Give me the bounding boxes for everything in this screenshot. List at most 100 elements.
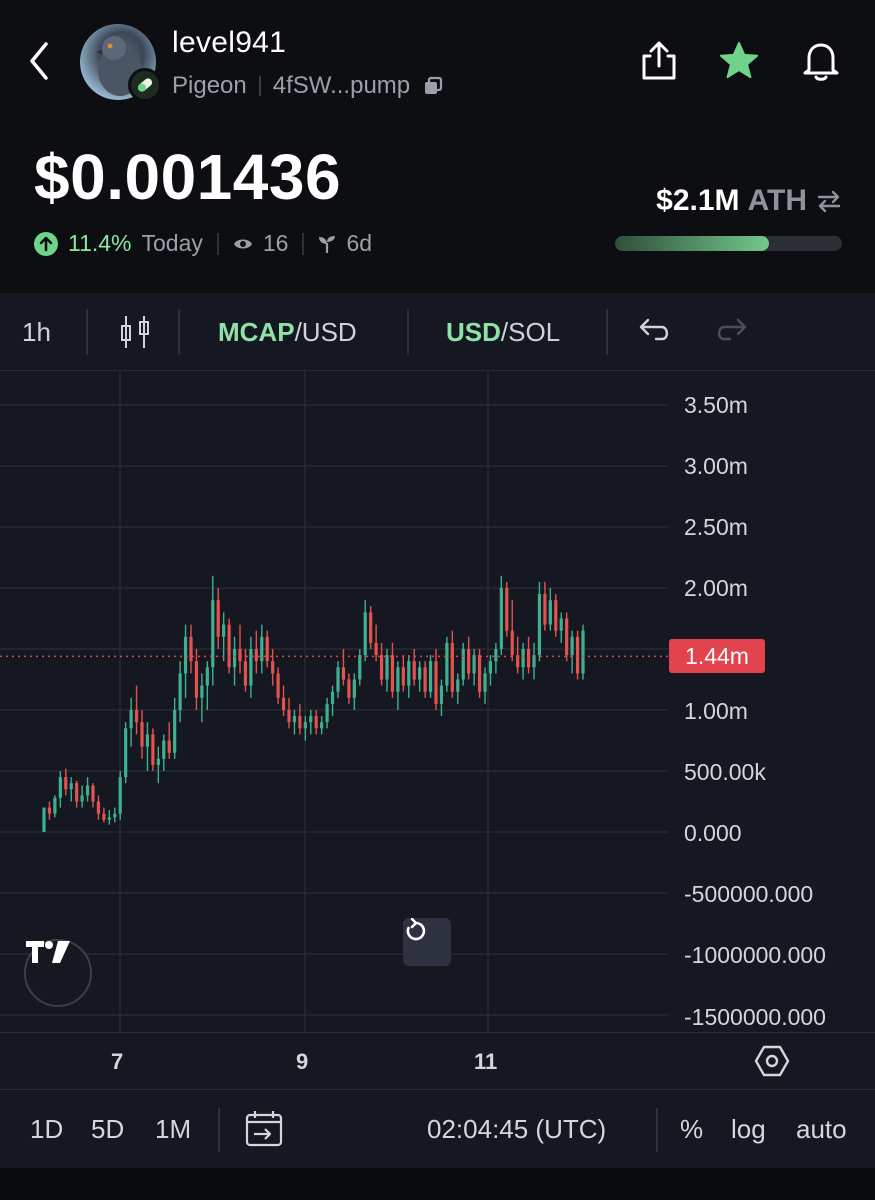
candle-body <box>570 636 574 656</box>
candle <box>483 667 487 704</box>
copy-icon[interactable] <box>422 75 444 97</box>
candle-body <box>265 636 269 662</box>
tradingview-logo[interactable] <box>24 939 92 1007</box>
star-icon[interactable] <box>718 38 760 84</box>
candle-body <box>510 630 514 656</box>
timeframe-1m-button[interactable]: 1M <box>155 1113 192 1144</box>
candle-body <box>42 807 46 832</box>
mcap-unit-label: /USD <box>294 316 357 347</box>
chart-toolbar: 1h MCAP /USD USD /SOL <box>0 293 875 371</box>
candle-body <box>303 722 307 729</box>
swap-icon[interactable] <box>815 188 843 214</box>
candle <box>532 642 536 680</box>
candle <box>428 655 433 698</box>
candle-body <box>369 612 373 643</box>
divider <box>178 309 180 355</box>
y-axis-label: 2.00m <box>684 575 748 601</box>
candle <box>124 722 128 784</box>
candle-body <box>58 777 62 798</box>
candle-body <box>543 594 547 625</box>
candle-body <box>292 716 297 723</box>
candle-body <box>418 667 422 680</box>
timeframe-5d-button[interactable]: 5D <box>91 1113 125 1144</box>
chart-bottom-bar: 1D 5D 1M 02:04:45 (UTC) % log auto <box>0 1090 875 1168</box>
candle <box>80 785 84 808</box>
candle <box>292 710 297 735</box>
candle-body <box>189 636 193 662</box>
y-axis-label: 1.00m <box>684 698 748 724</box>
candle-body <box>64 777 68 790</box>
eye-icon <box>233 239 252 248</box>
candle <box>173 697 177 759</box>
candle-body <box>488 661 493 674</box>
candle-body <box>75 783 79 802</box>
candle-body <box>330 691 335 704</box>
candle <box>287 697 291 729</box>
candle-body <box>271 661 275 674</box>
utc-clock[interactable]: 02:04:45 (UTC) <box>427 1113 607 1144</box>
y-axis-label: 3.00m <box>684 453 748 479</box>
candlestick-style-icon[interactable] <box>116 293 154 371</box>
candle-body <box>347 679 351 698</box>
divider <box>216 232 219 255</box>
candle <box>379 642 384 686</box>
y-axis-label: 3.50m <box>684 392 748 418</box>
back-arrow-icon[interactable] <box>22 38 62 84</box>
candle <box>205 661 209 710</box>
y-axis-label: 2.50m <box>684 514 748 540</box>
candle-body <box>118 777 122 814</box>
undo-icon[interactable] <box>636 293 672 371</box>
candle <box>526 636 531 674</box>
candle-body <box>276 673 280 698</box>
mcap-usd-toggle[interactable]: MCAP /USD <box>218 293 357 371</box>
redo-icon[interactable] <box>714 293 750 371</box>
candle-body <box>129 710 133 729</box>
log-scale-toggle[interactable]: log <box>731 1113 766 1144</box>
candle <box>510 600 514 662</box>
candle <box>374 624 378 662</box>
candle <box>505 581 509 637</box>
candle <box>249 636 253 698</box>
chart-canvas[interactable] <box>0 371 875 1032</box>
share-icon[interactable] <box>638 38 680 84</box>
ath-value: $2.1M <box>656 184 740 217</box>
candle <box>260 624 264 674</box>
y-axis-label: -500000.000 <box>684 881 814 907</box>
candle-body <box>499 588 503 649</box>
candle-body <box>494 649 498 662</box>
candle-body <box>96 801 101 814</box>
candle <box>145 722 150 771</box>
candle <box>336 661 340 698</box>
candle-body <box>167 740 171 753</box>
price-chart[interactable]: 3.50m 3.00m 2.50m 2.00m 1.00m 500.00k 0.… <box>0 371 875 1032</box>
auto-scale-toggle[interactable]: auto <box>796 1113 847 1144</box>
candle <box>461 642 465 686</box>
candle <box>58 771 62 808</box>
interval-button[interactable]: 1h <box>22 316 51 347</box>
candle <box>162 734 166 771</box>
candle <box>488 655 493 686</box>
reset-chart-button[interactable] <box>403 918 451 966</box>
candle-body <box>124 728 128 778</box>
usd-sol-toggle[interactable]: USD /SOL <box>446 293 560 371</box>
candle <box>412 649 416 686</box>
timeframe-1d-button[interactable]: 1D <box>30 1113 64 1144</box>
candle <box>450 630 454 698</box>
go-to-date-icon[interactable] <box>244 1090 284 1168</box>
percent-scale-toggle[interactable]: % <box>680 1113 704 1144</box>
candle <box>238 624 242 674</box>
y-axis-label: 0.000 <box>684 820 742 846</box>
bell-icon[interactable] <box>800 38 842 84</box>
candle-body <box>238 649 242 662</box>
candle-body <box>472 655 476 674</box>
candle-body <box>232 649 237 668</box>
ath-label: ATH <box>747 184 807 217</box>
candle-body <box>526 649 531 668</box>
candle <box>167 722 171 759</box>
chart-settings-icon[interactable] <box>752 1041 792 1081</box>
candle <box>352 673 356 710</box>
candle-body <box>243 661 248 686</box>
token-address[interactable]: 4fSW...pump <box>272 72 411 99</box>
price-change-period: Today <box>141 230 203 256</box>
candle-body <box>581 630 585 674</box>
